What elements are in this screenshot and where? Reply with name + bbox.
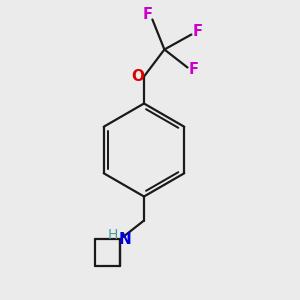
Text: F: F [143, 7, 153, 22]
Text: H: H [107, 228, 118, 242]
Text: F: F [192, 24, 203, 39]
Text: F: F [188, 61, 199, 76]
Text: N: N [118, 232, 131, 247]
Text: O: O [131, 69, 144, 84]
